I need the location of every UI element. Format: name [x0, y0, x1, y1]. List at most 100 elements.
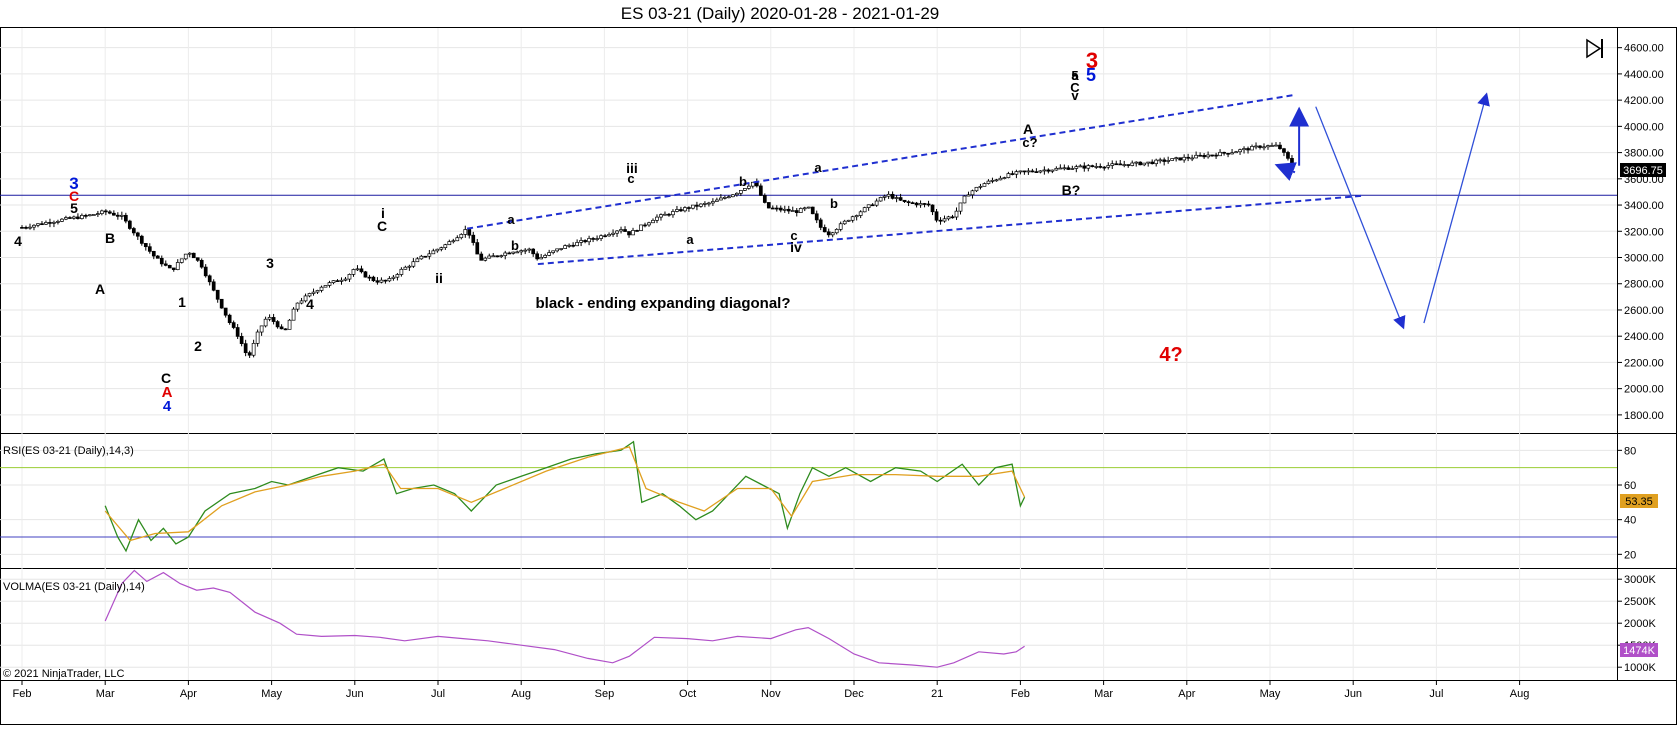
candle-body [567, 244, 571, 247]
candle-body [1006, 173, 1011, 178]
candle-body [583, 240, 587, 243]
candle-body [563, 245, 567, 249]
candle-body [483, 257, 488, 261]
projection-arrow [1315, 106, 1406, 330]
candle-body [687, 207, 691, 209]
candle-body [746, 185, 751, 189]
candle-body [503, 252, 508, 256]
wave-label: c [627, 171, 634, 186]
candle-body [715, 199, 719, 202]
candle-body [48, 222, 52, 224]
candle-body [579, 240, 583, 243]
candle-body [255, 331, 260, 344]
candle-body [1114, 163, 1119, 166]
candle-body [1138, 161, 1143, 166]
month-tick-label: Apr [1178, 688, 1195, 700]
candle-body [1230, 152, 1234, 155]
candle-body [659, 214, 663, 218]
chart-title: ES 03-21 (Daily) 2020-01-28 - 2021-01-29 [621, 4, 939, 23]
price-tick-label: 4400.00 [1624, 69, 1664, 81]
candle-body [88, 214, 92, 217]
candle-body [723, 197, 727, 199]
candle-body [699, 203, 703, 207]
candle-body [1270, 145, 1274, 147]
skip-to-end-icon[interactable] [1586, 38, 1603, 59]
candle-body [459, 234, 464, 239]
month-tick-label: Feb [1011, 688, 1030, 700]
candle-body [135, 232, 140, 237]
candle-body [619, 229, 623, 232]
candle-body [559, 248, 563, 250]
candle-body [631, 230, 635, 236]
candle-body [251, 342, 256, 356]
candle-body [898, 197, 903, 201]
candle-body [227, 314, 232, 323]
wave-label: b [739, 174, 747, 189]
candle-body [115, 214, 120, 217]
candle-body [431, 250, 436, 255]
candle-body [1094, 166, 1099, 168]
candle-body [439, 247, 444, 250]
candle-body [794, 210, 799, 213]
candle-body [531, 248, 536, 255]
wave-label: 4 [163, 398, 172, 415]
candle-body [1090, 165, 1095, 167]
candle-body [515, 251, 520, 254]
candle-body [954, 210, 959, 218]
candle-body [195, 257, 200, 261]
wave-label: A [1023, 121, 1033, 137]
candle-body [639, 224, 643, 232]
candle-body [351, 269, 356, 275]
candle-body [407, 265, 412, 268]
candle-body [451, 240, 456, 243]
candle-body [838, 223, 843, 230]
candle-body [40, 223, 44, 226]
candle-body [922, 203, 927, 205]
candle-body [147, 246, 152, 252]
wave-label: 3 [1086, 48, 1098, 73]
candle-body [1266, 145, 1270, 148]
candle-body [846, 219, 851, 222]
wave-label: B? [1062, 182, 1081, 198]
candle-body [798, 208, 803, 213]
wave-label: B [105, 230, 115, 246]
candle-body [92, 214, 96, 216]
candle-body [112, 212, 116, 216]
candle-body [575, 242, 579, 247]
wave-label: 5 [1071, 68, 1078, 83]
candle-body [671, 211, 675, 216]
candle-body [507, 252, 512, 255]
candle-body [635, 230, 639, 232]
candle-body [100, 210, 104, 214]
candle-body [171, 267, 176, 270]
candlestick-series [20, 142, 1294, 358]
wave-label: C [377, 218, 387, 234]
candle-body [519, 250, 524, 253]
candle-body [742, 188, 747, 191]
wave-label: i [381, 205, 385, 221]
candle-body [1086, 165, 1091, 169]
candle-body [890, 193, 895, 199]
candle-body [738, 190, 743, 194]
candle-body [1106, 165, 1111, 168]
candle-body [387, 278, 392, 282]
candle-body [591, 238, 595, 240]
month-tick-label: Aug [511, 688, 531, 700]
candle-body [1002, 177, 1007, 179]
candle-body [1122, 164, 1127, 166]
price-tick-label: 4600.00 [1624, 43, 1664, 55]
candle-body [750, 181, 755, 187]
volma-panel-title: VOLMA(ES 03-21 (Daily),14) [3, 581, 145, 593]
candle-body [327, 282, 332, 286]
candle-body [523, 249, 528, 252]
candle-body [818, 219, 823, 228]
candle-body [211, 281, 216, 291]
candle-body [76, 216, 80, 219]
candle-body [60, 218, 64, 222]
candle-body [379, 279, 384, 283]
candle-body [1142, 162, 1147, 166]
candle-body [319, 286, 324, 291]
candle-body [866, 204, 871, 208]
month-tick-label: Mar [96, 688, 115, 700]
